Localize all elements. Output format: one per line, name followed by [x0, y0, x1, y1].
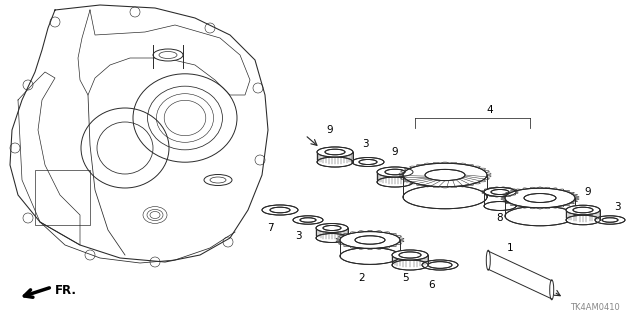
Ellipse shape	[566, 215, 600, 225]
Text: 3: 3	[294, 231, 301, 241]
Ellipse shape	[484, 188, 516, 196]
Ellipse shape	[491, 189, 509, 195]
Ellipse shape	[323, 226, 341, 230]
Ellipse shape	[392, 250, 428, 260]
Text: 3: 3	[614, 202, 620, 212]
Text: 2: 2	[358, 273, 365, 283]
Ellipse shape	[385, 169, 405, 175]
Text: 8: 8	[497, 213, 503, 223]
Text: 9: 9	[585, 187, 591, 197]
Ellipse shape	[325, 149, 345, 155]
Ellipse shape	[602, 218, 618, 222]
Bar	[35, 170, 90, 225]
Ellipse shape	[486, 250, 490, 270]
Ellipse shape	[352, 157, 384, 166]
Ellipse shape	[573, 207, 593, 213]
Ellipse shape	[340, 232, 400, 248]
Ellipse shape	[340, 248, 400, 264]
Text: 9: 9	[326, 125, 333, 135]
Text: 7: 7	[267, 223, 273, 233]
Ellipse shape	[316, 224, 348, 233]
Ellipse shape	[550, 280, 554, 300]
Ellipse shape	[392, 260, 428, 270]
Text: 4: 4	[486, 105, 493, 115]
Text: TK4AM0410: TK4AM0410	[570, 303, 620, 312]
Ellipse shape	[566, 205, 600, 215]
Ellipse shape	[153, 49, 183, 61]
Ellipse shape	[377, 177, 413, 187]
Ellipse shape	[317, 157, 353, 167]
Ellipse shape	[524, 194, 556, 203]
Text: 9: 9	[392, 147, 398, 157]
Ellipse shape	[484, 202, 516, 211]
Text: FR.: FR.	[55, 284, 77, 297]
Text: 3: 3	[362, 139, 368, 149]
Ellipse shape	[422, 260, 458, 270]
Ellipse shape	[403, 185, 487, 209]
Ellipse shape	[399, 252, 421, 258]
Ellipse shape	[403, 163, 487, 187]
Ellipse shape	[204, 174, 232, 186]
Ellipse shape	[428, 262, 452, 268]
Ellipse shape	[355, 236, 385, 244]
Ellipse shape	[425, 169, 465, 180]
Text: 5: 5	[402, 273, 408, 283]
Ellipse shape	[262, 205, 298, 215]
Text: 1: 1	[507, 243, 513, 253]
Ellipse shape	[300, 218, 316, 222]
Ellipse shape	[317, 147, 353, 157]
Ellipse shape	[293, 216, 323, 224]
Ellipse shape	[359, 159, 377, 164]
Ellipse shape	[377, 167, 413, 177]
Text: 6: 6	[429, 280, 435, 290]
Ellipse shape	[316, 234, 348, 243]
Ellipse shape	[595, 216, 625, 224]
Ellipse shape	[505, 188, 575, 208]
Ellipse shape	[270, 207, 290, 213]
Ellipse shape	[505, 206, 575, 226]
